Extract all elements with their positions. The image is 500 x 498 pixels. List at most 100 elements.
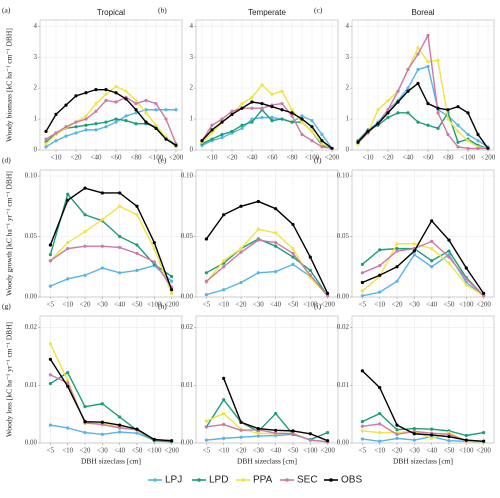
panel-border [195, 169, 339, 298]
point [416, 52, 420, 56]
point [466, 146, 470, 151]
point [395, 265, 399, 269]
point [100, 266, 104, 270]
point [395, 423, 399, 427]
point [395, 249, 399, 253]
point [222, 436, 226, 440]
point [135, 251, 139, 256]
y-tick-label: 0.02 [181, 323, 194, 331]
x-tick-label: <30 [253, 301, 264, 309]
point [66, 277, 70, 281]
point [250, 117, 254, 121]
point [274, 207, 278, 211]
x-tick-label: <20 [236, 301, 247, 309]
point [250, 95, 254, 99]
x-tick-label: <10 [374, 301, 385, 309]
y-tick-label: 0.00 [25, 439, 38, 447]
point [100, 402, 104, 406]
panel [352, 316, 494, 443]
point [446, 132, 450, 137]
point [360, 271, 364, 275]
point [360, 420, 364, 424]
x-tick-label: <20 [227, 154, 238, 162]
point [310, 129, 314, 134]
point [291, 222, 295, 227]
point [48, 381, 52, 386]
x-tick-label: <40 [91, 154, 102, 162]
point [66, 426, 70, 430]
point [54, 131, 58, 135]
point [144, 108, 148, 112]
series-line [362, 220, 485, 294]
panel-label: (i) [314, 302, 322, 311]
point [118, 271, 122, 275]
point [66, 192, 70, 196]
point [464, 277, 468, 281]
x-tick-label: <10 [363, 154, 374, 162]
panel-label: (d) [2, 156, 11, 165]
series-line [357, 82, 489, 149]
series-line [201, 102, 333, 150]
x-tick-label: <10 [218, 447, 229, 455]
x-tick-label: <5 [359, 447, 367, 455]
point [94, 128, 98, 132]
point [430, 247, 434, 251]
panel-border [351, 315, 495, 444]
x-tick-label: <200 [169, 154, 184, 162]
point [66, 240, 70, 245]
point [436, 106, 440, 110]
point [436, 126, 440, 130]
point [320, 142, 324, 146]
point [378, 385, 382, 390]
point [118, 423, 122, 427]
point [48, 259, 52, 263]
series-line [357, 47, 489, 150]
point [152, 437, 156, 442]
point [135, 431, 139, 435]
point [152, 260, 156, 264]
point [84, 128, 88, 132]
point [100, 420, 104, 424]
y-tick-label: 0.10 [337, 172, 350, 180]
x-tick-label: <10 [62, 447, 73, 455]
x-tick-label: <10 [51, 154, 62, 162]
panel-border [39, 169, 183, 298]
point [395, 242, 399, 246]
x-tick-label: <200 [476, 447, 491, 455]
point [100, 422, 104, 427]
point [291, 432, 295, 436]
point [152, 247, 156, 251]
point [124, 89, 128, 93]
point [356, 140, 360, 144]
point [378, 290, 382, 294]
point [482, 291, 486, 295]
y-tick-label: 0.01 [25, 381, 38, 389]
point [360, 262, 364, 266]
point [256, 271, 260, 275]
point [330, 146, 334, 151]
point [308, 255, 312, 259]
point [48, 357, 52, 361]
point [447, 261, 451, 265]
point [204, 279, 208, 283]
point [412, 438, 416, 442]
y-tick-label: 0.10 [181, 172, 194, 180]
point [118, 191, 122, 195]
series-line [201, 101, 333, 150]
point [406, 89, 410, 93]
point [430, 259, 434, 263]
series-line [206, 423, 328, 443]
series-line [45, 96, 177, 145]
point [222, 265, 226, 269]
point [396, 89, 400, 93]
point [134, 101, 138, 106]
panel-label: (a) [2, 6, 11, 15]
point [310, 139, 314, 143]
point [48, 373, 52, 377]
point [84, 123, 88, 127]
panel-label: (g) [2, 302, 11, 311]
point [447, 435, 451, 439]
legend-label: LPD [209, 475, 228, 486]
x-tick-label: <30 [253, 447, 264, 455]
